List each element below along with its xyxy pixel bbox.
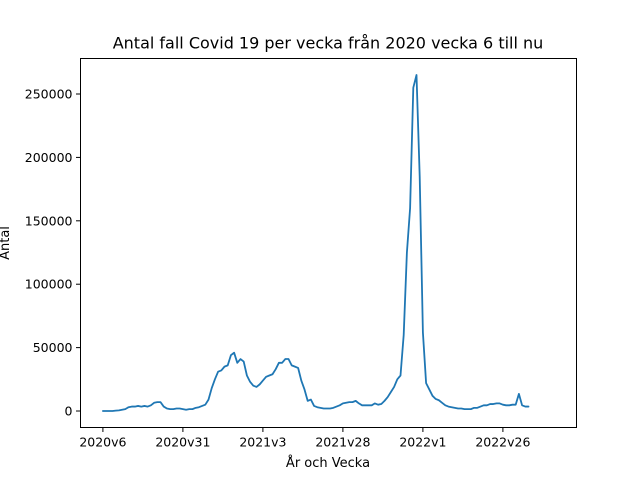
y-tick-label: 100000	[25, 277, 73, 292]
x-tick-label: 2021v28	[315, 435, 370, 450]
x-tick-label: 2022v1	[399, 435, 446, 450]
plot-area	[102, 74, 530, 412]
x-tick-label: 2022v26	[475, 435, 530, 450]
y-tick-label: 50000	[33, 340, 73, 355]
y-tick-label: 250000	[25, 87, 73, 102]
y-tick-label: 0	[65, 404, 73, 419]
plot-frame	[80, 58, 577, 428]
y-tick-label: 150000	[25, 213, 73, 228]
x-tick-label: 2021v3	[239, 435, 286, 450]
series-line	[102, 74, 530, 412]
x-tick-label: 2020v6	[79, 435, 126, 450]
y-axis: 0 50000 100000 150000 200000 250000	[25, 87, 81, 419]
x-axis: 2020v6 2020v31 2021v3 2021v28 2022v1 2022v26	[79, 427, 530, 450]
y-tick-label: 200000	[25, 150, 73, 165]
y-axis-label: Antal	[0, 226, 13, 260]
chart-title: Antal fall Covid 19 per vecka från 2020 …	[113, 34, 544, 53]
x-tick-label: 2020v31	[155, 435, 210, 450]
x-axis-label: År och Vecka	[286, 455, 370, 471]
